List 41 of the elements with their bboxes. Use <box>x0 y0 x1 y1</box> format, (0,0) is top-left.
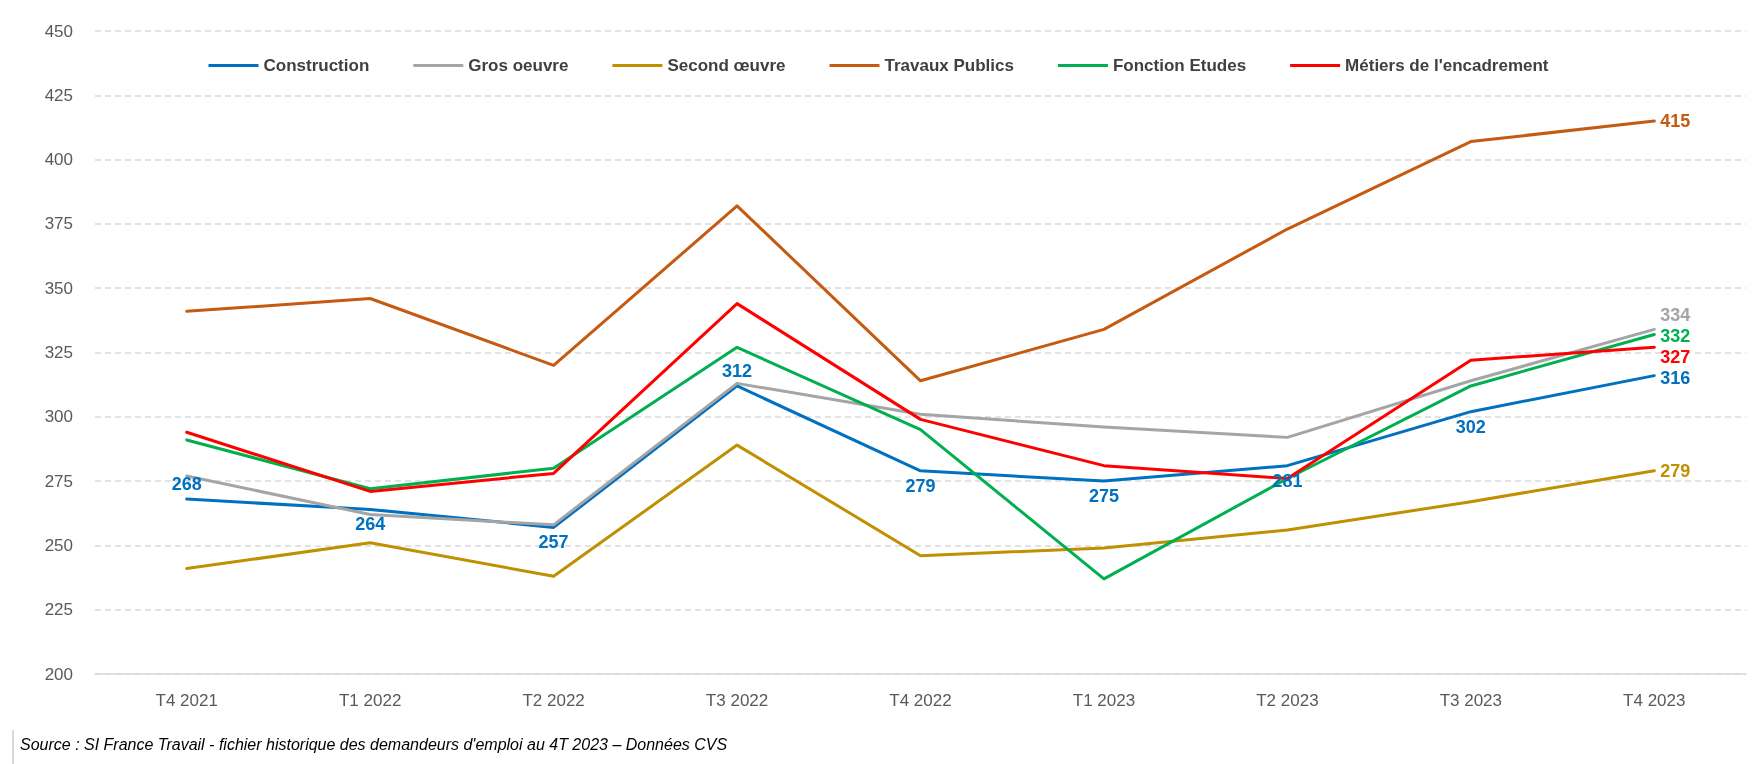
data-label: 268 <box>171 474 202 495</box>
y-tick-label: 325 <box>44 343 73 362</box>
data-label: 264 <box>355 514 386 535</box>
x-tick-label: T2 2022 <box>522 691 585 710</box>
data-label: 302 <box>1455 416 1486 437</box>
y-tick-label: 225 <box>44 600 73 620</box>
x-tick-label: T3 2023 <box>1439 691 1503 710</box>
legend-label: Gros oeuvre <box>468 56 569 75</box>
legend-label: Travaux Publics <box>884 56 1014 75</box>
data-label: 257 <box>538 532 569 553</box>
data-label: 279 <box>905 475 936 496</box>
data-label: 312 <box>722 360 753 381</box>
data-label: 327 <box>1660 347 1691 368</box>
x-tick-label: T3 2022 <box>705 691 769 710</box>
x-tick-label: T1 2022 <box>338 691 402 710</box>
data-label: 334 <box>1660 305 1691 326</box>
y-tick-label: 425 <box>44 85 73 105</box>
legend-label: Fonction Etudes <box>1112 56 1247 75</box>
y-tick-label: 200 <box>44 664 73 684</box>
legend-label: Second œuvre <box>667 56 786 75</box>
data-label: 316 <box>1660 368 1691 389</box>
legend-label: Construction <box>263 56 370 75</box>
source-note: Source : SI France Travail - fichier historique des demandeurs d'emploi au 4T 2023 – Données CVS <box>20 736 728 754</box>
y-tick-label: 300 <box>44 407 73 427</box>
y-tick-label: 375 <box>44 214 73 234</box>
x-tick-label: T1 2023 <box>1072 691 1136 710</box>
y-tick-label: 400 <box>44 150 73 170</box>
legend-label: Métiers de l'encadrement <box>1345 56 1549 75</box>
x-tick-label: T4 2023 <box>1623 691 1686 710</box>
x-tick-label: T4 2022 <box>889 691 952 710</box>
data-label: 275 <box>1088 486 1119 507</box>
y-tick-label: 250 <box>44 535 73 555</box>
line-series <box>185 119 1656 383</box>
data-label: 332 <box>1660 326 1691 347</box>
y-tick-label: 275 <box>44 471 73 491</box>
data-label: 279 <box>1660 460 1691 481</box>
y-tick-label: 450 <box>44 21 73 41</box>
x-tick-label: T2 2023 <box>1256 691 1319 710</box>
data-label: 415 <box>1660 111 1691 132</box>
x-tick-label: T4 2021 <box>155 691 218 710</box>
y-tick-label: 350 <box>44 278 73 298</box>
